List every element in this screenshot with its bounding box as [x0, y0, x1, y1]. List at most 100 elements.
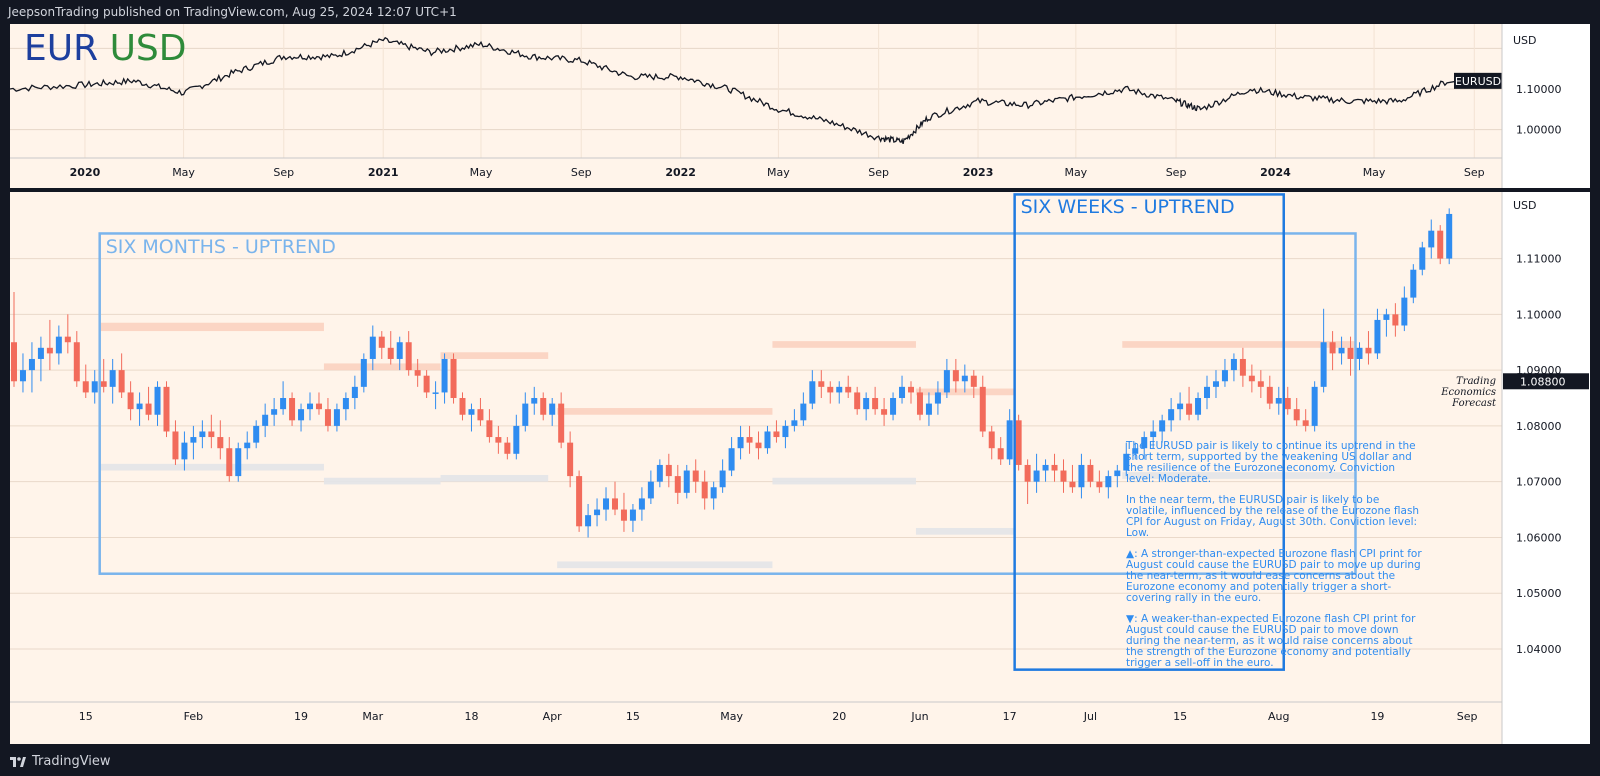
symbol-title: EUR USD [24, 28, 186, 70]
candle-body [1338, 347, 1345, 354]
candle-body [1168, 409, 1175, 421]
candle-body [1437, 230, 1444, 259]
overview-price-axis-bg [1502, 24, 1590, 188]
candle-body [495, 437, 502, 443]
candle-body [1195, 398, 1202, 415]
overview-grid [10, 24, 1502, 158]
candle-body [1078, 464, 1085, 488]
candle-body [118, 370, 125, 393]
six-months-label: SIX MONTHS - UPTREND [105, 236, 336, 259]
forecast-label-line-2: Economics [1441, 387, 1496, 398]
support-zone [440, 474, 549, 482]
candle-body [280, 398, 287, 410]
candle-body [1401, 297, 1408, 326]
detail-x-tick: 15 [626, 710, 640, 723]
support-resistance-zones [99, 322, 1356, 569]
symbol-quote: USD [109, 28, 187, 69]
candle-body [432, 392, 439, 394]
candle-body [1221, 370, 1228, 382]
candle-body [1132, 448, 1139, 454]
detail-chart-panel[interactable]: USD 1.11000 1.10000 1.09000 1.08000 1.07000 1.… [10, 192, 1590, 744]
commentary-upside: ▲: A stronger-than-expected Eurozone fla… [1126, 548, 1422, 604]
candle-body [1096, 481, 1103, 488]
candle-body [818, 381, 825, 387]
candle-body [324, 409, 331, 426]
candle-body [217, 437, 224, 449]
candle-body [755, 442, 762, 449]
candle-body [827, 386, 834, 393]
candle-body [881, 409, 888, 415]
candle-body [136, 403, 143, 410]
candle-body [1374, 319, 1381, 354]
candle-body [441, 358, 448, 393]
detail-y-tick: 1.10000 [1516, 308, 1562, 321]
candle-body [1383, 314, 1390, 320]
candle-body [773, 431, 780, 438]
candle-body [46, 347, 53, 354]
overview-price-line [10, 36, 1460, 145]
series-label: EURUSD [1455, 75, 1501, 88]
candle-body [64, 336, 71, 343]
candle-body [1329, 342, 1336, 354]
candle-body [1365, 347, 1372, 354]
detail-y-tick: 1.07000 [1516, 476, 1562, 489]
detail-x-tick: May [720, 710, 743, 723]
detail-x-tick: Jun [910, 710, 928, 723]
candle-body [585, 515, 592, 527]
candle-body [235, 448, 242, 477]
detail-price-axis-bg [1502, 192, 1590, 744]
candle-body [1410, 269, 1417, 298]
analysis-commentary: The EURUSD pair is likely to continue it… [1126, 441, 1422, 679]
candle-body [522, 403, 529, 426]
candle-body [387, 347, 394, 359]
candle-body [809, 381, 816, 404]
candle-body [253, 425, 260, 443]
candle-body [1356, 347, 1363, 359]
candle-body [970, 375, 977, 387]
candle-body [1284, 398, 1291, 410]
commentary-downside: ▼: A weaker-than-expected Eurozone flash… [1126, 613, 1416, 669]
candle-body [405, 342, 412, 371]
candle-body [109, 370, 116, 387]
detail-x-tick: 19 [1370, 710, 1384, 723]
candle-body [378, 336, 385, 348]
candle-body [423, 375, 430, 393]
candles [11, 208, 1453, 538]
candle-body [1320, 342, 1327, 387]
candle-body [307, 403, 314, 410]
candle-body [737, 437, 744, 449]
commentary-short-term: The EURUSD pair is likely to continue it… [1126, 440, 1416, 485]
candle-body [271, 409, 278, 415]
overview-price-axis: USD 1.10000 1.00000 [1501, 24, 1590, 188]
candle-body [1347, 347, 1354, 359]
six-weeks-box [1013, 193, 1285, 671]
candle-body [1114, 470, 1121, 477]
candle-body [477, 409, 484, 421]
candle-body [872, 398, 879, 410]
detail-y-tick: 1.05000 [1516, 587, 1562, 600]
detail-candlestick-chart[interactable]: USD1.110001.100001.090001.080001.070001.… [10, 192, 1590, 744]
candle-body [199, 431, 206, 438]
overview-x-tick: 2024 [1260, 166, 1291, 179]
candle-body [145, 403, 152, 415]
candle-body [665, 464, 672, 477]
candle-body [91, 381, 98, 393]
candle-body [396, 342, 403, 359]
candle-body [638, 498, 645, 510]
forecast-label: Trading Economics Forecast [1430, 376, 1496, 409]
candle-body [988, 431, 995, 449]
overview-chart-panel[interactable]: EURUSD USD 1.10000 1.00000 2020 May Sep 2021 M… [10, 24, 1590, 188]
symbol-base: EUR [24, 28, 99, 69]
candle-body [925, 403, 932, 415]
support-zone [557, 561, 773, 569]
candle-body [1248, 375, 1255, 382]
candle-body [342, 398, 349, 410]
candle-body [701, 481, 708, 499]
candle-body [1257, 381, 1264, 387]
detail-x-tick: 15 [1173, 710, 1187, 723]
candle-body [908, 386, 914, 393]
candle-body [1015, 420, 1022, 465]
overview-series: EURUSD [10, 36, 1502, 145]
candle-body [1105, 476, 1112, 488]
